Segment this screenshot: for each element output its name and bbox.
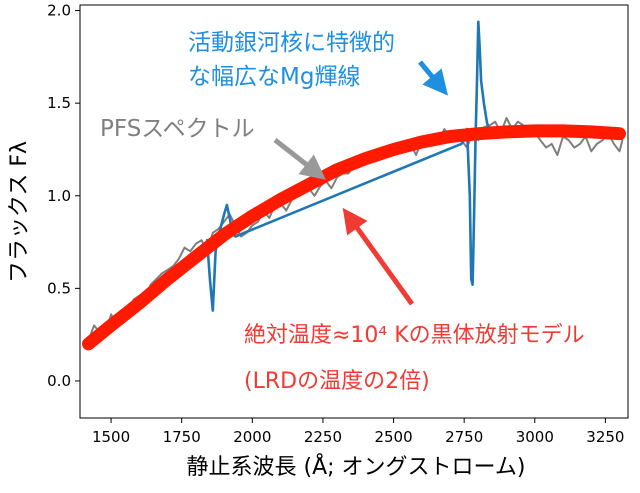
y-axis-ticks: 0.0 0.5 1.0 1.5 2.0 [47,2,80,390]
pfs-annotation-arrow [273,138,326,180]
y-tick-label: 0.0 [47,372,71,390]
blackbody-model-line [82,124,626,351]
x-tick-label: 1750 [163,428,201,446]
x-tick-label: 2500 [374,428,412,446]
blackbody-annotation-arrow [342,207,415,306]
mg-annotation-line-2: な幅広なMg輝線 [188,64,360,90]
mg-annotation-line-1: 活動銀河核に特徴的 [188,30,395,56]
series-layer [82,20,626,351]
mg-line-annotation: 活動銀河核に特徴的 な幅広なMg輝線 [188,30,449,96]
blackbody-annotation-line-1: 絶対温度≈10⁴ Kの黒体放射モデル [244,323,585,348]
y-axis-label: フラックス Fλ [7,141,32,283]
pfs-annotation: PFSスペクトル [100,116,326,180]
mg-annotation-arrow [418,60,449,96]
x-axis-label: 静止系波長 (Å; オングストローム) [187,453,526,480]
blackbody-annotation-line-2: (LRDの温度の2倍) [244,369,430,394]
x-tick-label: 3000 [516,428,554,446]
y-tick-label: 1.0 [47,187,71,205]
x-tick-label: 1500 [92,428,130,446]
x-tick-label: 2750 [445,428,483,446]
plot-frame [79,4,629,419]
y-tick-label: 2.0 [47,2,71,20]
blackbody-annotation: 絶対温度≈10⁴ Kの黒体放射モデル (LRDの温度の2倍) [244,207,585,394]
y-tick-label: 0.5 [47,279,71,297]
x-tick-label: 2000 [233,428,271,446]
y-tick-label: 1.5 [47,94,71,112]
x-tick-label: 3250 [586,428,624,446]
x-tick-label: 2250 [304,428,342,446]
x-axis-ticks: 1500 1750 2000 2250 2500 2750 3000 3250 [92,418,624,446]
pfs-annotation-label: PFSスペクトル [100,116,255,142]
